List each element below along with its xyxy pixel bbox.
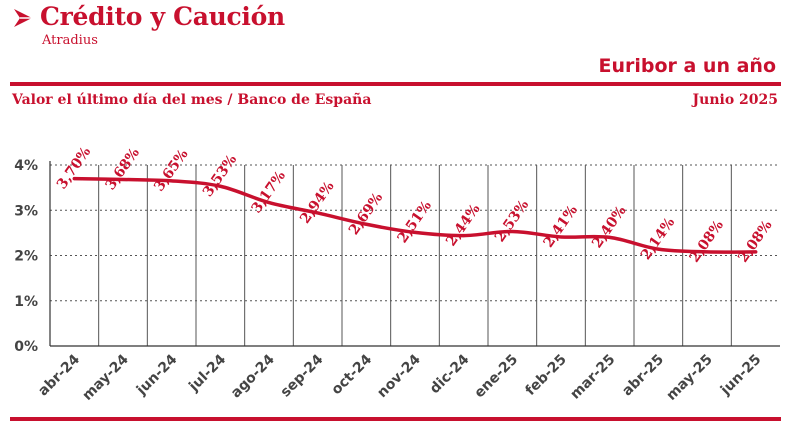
value-label: 2,14% — [638, 215, 678, 263]
x-tick-label: nov-24 — [374, 351, 424, 401]
chart-title: Euribor a un año — [598, 55, 776, 77]
x-tick-label: may-25 — [663, 352, 715, 404]
chart-subtitle: Valor el último día del mes / Banco de E… — [12, 92, 372, 108]
header: Crédito y Caución Atradius Euribor a un … — [0, 0, 792, 80]
data-point — [121, 177, 125, 181]
data-point — [72, 177, 76, 181]
x-tick-label: jul-24 — [185, 351, 229, 395]
x-tick-label: mar-25 — [567, 352, 618, 403]
data-point — [316, 211, 320, 215]
data-point — [267, 201, 271, 205]
x-tick-label: may-24 — [79, 351, 132, 404]
brand-name: Crédito y Caución — [40, 2, 285, 31]
value-label: 2,44% — [443, 201, 483, 249]
date-label: Junio 2025 — [692, 92, 778, 108]
data-point — [170, 179, 174, 183]
x-tick-label: ago-24 — [228, 351, 278, 401]
value-label: 2,69% — [346, 190, 386, 238]
value-label: 3,53% — [200, 152, 240, 200]
y-tick-label: 2% — [14, 249, 38, 265]
value-label: 2,51% — [395, 198, 435, 246]
value-label: 2,08% — [687, 218, 727, 266]
data-point — [218, 184, 222, 188]
data-point — [705, 250, 709, 254]
data-point — [608, 235, 612, 239]
brand-subtitle: Atradius — [42, 33, 98, 48]
bottom-divider — [10, 417, 781, 421]
x-tick-label: jun-24 — [133, 351, 181, 399]
data-point — [413, 230, 417, 234]
x-tick-label: abr-24 — [35, 351, 83, 399]
top-divider — [10, 82, 781, 86]
value-label: 3,17% — [249, 168, 289, 216]
value-label: 3,65% — [151, 147, 191, 195]
atradius-logo-icon — [14, 9, 32, 27]
y-tick-label: 3% — [14, 203, 38, 219]
data-point — [559, 235, 563, 239]
value-label: 3,68% — [103, 145, 143, 193]
y-tick-label: 1% — [14, 294, 38, 310]
data-point — [364, 222, 368, 226]
y-tick-label: 0% — [14, 339, 38, 355]
x-tick-label: jun-25 — [717, 352, 764, 399]
value-label: 3,70% — [54, 144, 94, 192]
value-label: 2,53% — [492, 197, 532, 245]
x-tick-label: feb-25 — [523, 352, 570, 399]
x-tick-label: abr-25 — [619, 352, 667, 400]
x-tick-label: sep-24 — [278, 351, 327, 400]
data-point — [462, 234, 466, 238]
data-point — [510, 230, 514, 234]
value-label: 2,94% — [297, 179, 337, 227]
x-tick-label: dic-24 — [427, 351, 473, 397]
x-tick-label: ene-25 — [471, 352, 521, 402]
data-point — [754, 250, 758, 254]
value-label: 2,08% — [735, 218, 775, 266]
x-tick-label: oct-24 — [329, 351, 376, 398]
y-tick-label: 4% — [14, 158, 38, 174]
data-point — [656, 247, 660, 251]
